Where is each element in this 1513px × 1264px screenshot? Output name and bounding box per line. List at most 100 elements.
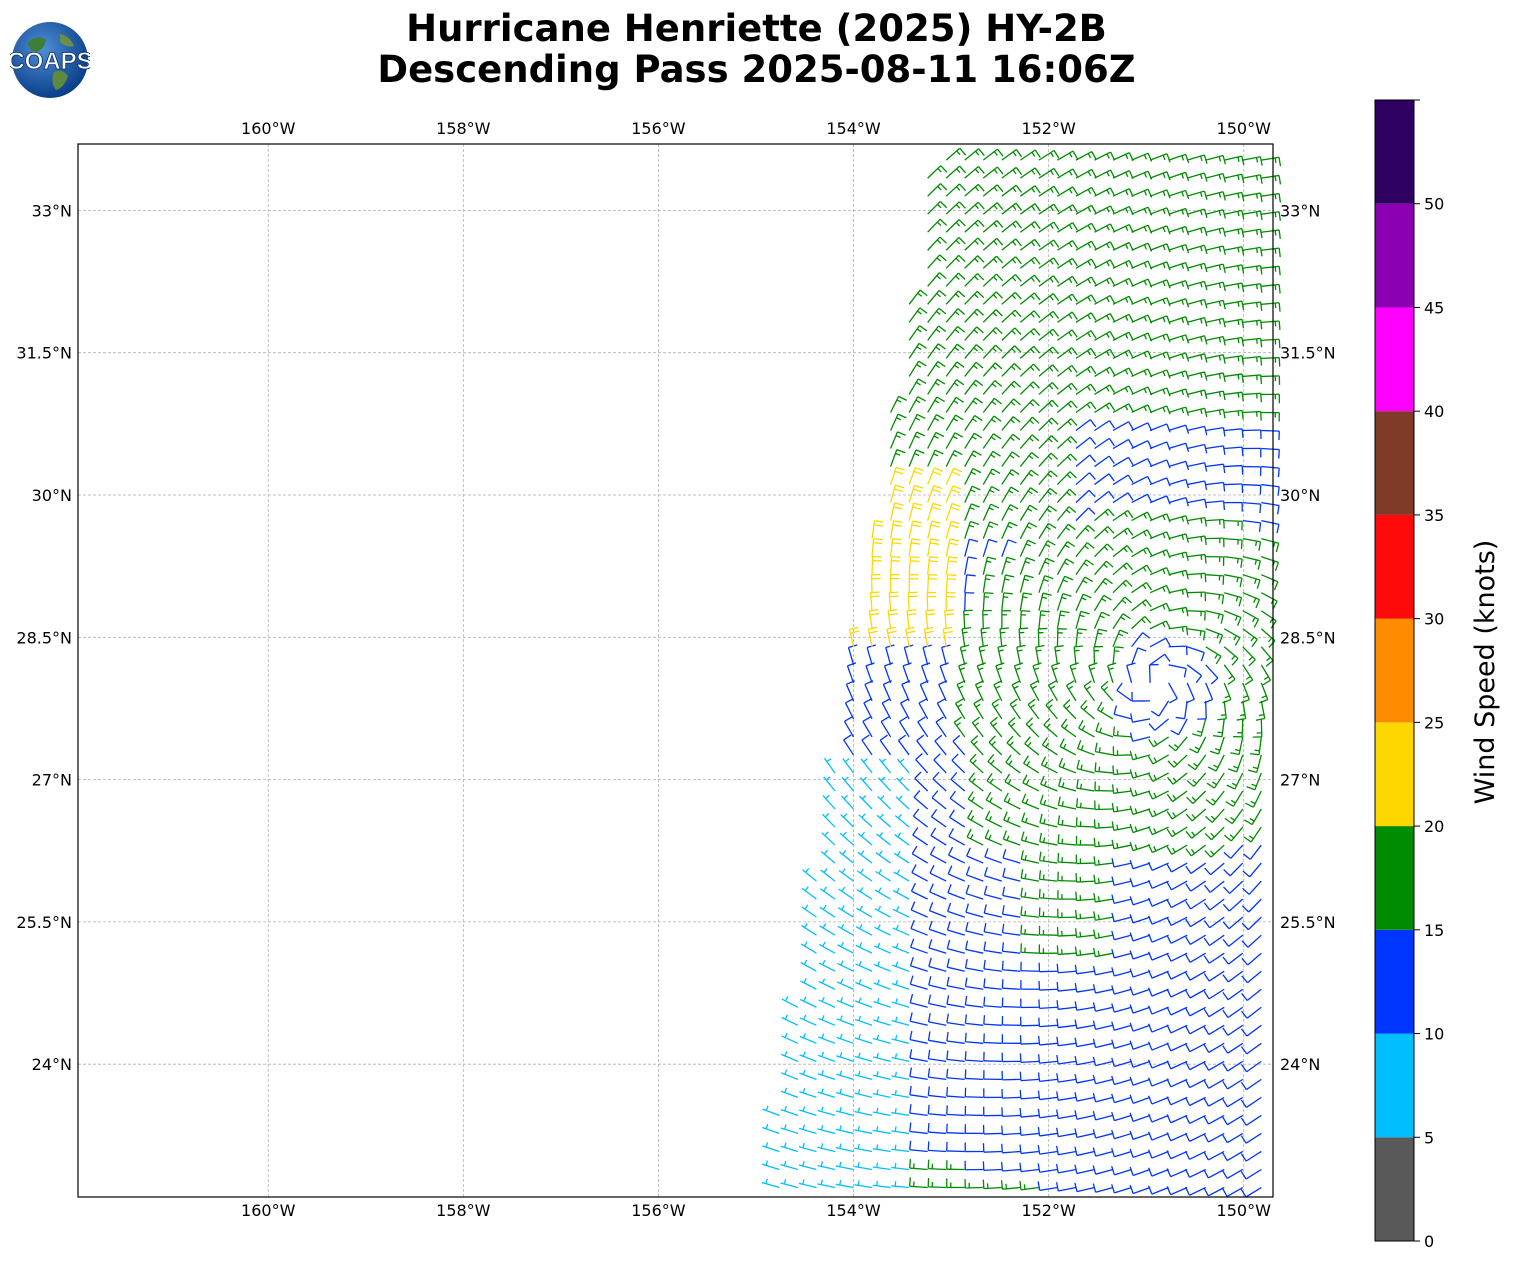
wind-barb	[982, 148, 1004, 161]
wind-barb	[1203, 1078, 1225, 1089]
wind-barb	[1075, 593, 1092, 611]
wind-barb	[881, 698, 892, 720]
wind-barb	[1020, 961, 1039, 972]
wind-barb	[1038, 1035, 1058, 1046]
wind-barb	[1019, 574, 1034, 593]
wind-barb	[837, 905, 854, 918]
wind-barb	[964, 432, 983, 449]
wind-barb	[1205, 518, 1225, 529]
wind-barb	[1001, 504, 1019, 521]
wind-barb	[1205, 808, 1225, 823]
wind-barb	[1205, 537, 1225, 548]
wind-barb	[927, 378, 946, 395]
wind-barb	[817, 1088, 836, 1099]
wind-barb	[1184, 1078, 1206, 1089]
wind-barb	[1057, 890, 1076, 900]
wind-barb	[1131, 386, 1153, 396]
wind-barb	[910, 882, 928, 900]
wind-barb	[969, 753, 984, 774]
wind-barb	[1240, 1078, 1262, 1091]
colorbar-segment	[1375, 100, 1414, 204]
wind-barb	[889, 573, 900, 593]
wind-barb	[1056, 418, 1078, 431]
colorbar-tick-label: 15	[1424, 921, 1444, 940]
wind-barb	[1075, 330, 1097, 341]
wind-barb	[1038, 203, 1060, 215]
wind-barb	[1056, 1054, 1077, 1065]
wind-barb	[908, 538, 921, 557]
lon-tick-label-top: 152°W	[1021, 119, 1076, 138]
wind-barb	[1129, 1022, 1151, 1032]
wind-barb	[1056, 927, 1076, 937]
wind-barb	[1242, 646, 1256, 667]
wind-barb	[1149, 653, 1171, 666]
wind-barb	[799, 1087, 817, 1099]
wind-barb	[1203, 934, 1225, 947]
wind-barb	[1261, 411, 1280, 422]
wind-barb	[1261, 265, 1281, 276]
wind-barb	[983, 1051, 1002, 1062]
wind-barb	[818, 941, 836, 954]
wind-barb	[964, 1069, 984, 1081]
wind-barb	[800, 959, 817, 972]
wind-barb	[1242, 592, 1260, 609]
wind-barb	[1147, 1005, 1169, 1015]
wind-barb	[982, 255, 1004, 269]
wind-barb	[1167, 754, 1188, 768]
wind-barb	[945, 520, 960, 539]
wind-barb	[1063, 699, 1077, 720]
wind-barb	[1130, 647, 1147, 666]
colorbar-segment	[1375, 1033, 1414, 1138]
wind-barb	[1131, 296, 1153, 306]
wind-barb	[1126, 662, 1136, 684]
wind-barb	[1242, 228, 1263, 239]
wind-barb	[1149, 387, 1171, 397]
wind-barb	[949, 790, 966, 810]
wind-barb	[982, 380, 1003, 395]
wind-barb	[1129, 968, 1151, 978]
wind-barb	[1168, 645, 1188, 656]
wind-barb	[1149, 207, 1171, 217]
wind-barb	[1168, 478, 1190, 489]
wind-barb	[1129, 805, 1151, 816]
wind-barb	[857, 850, 873, 864]
wind-barb	[877, 795, 892, 810]
wind-barb	[1203, 1096, 1225, 1107]
wind-barb	[872, 1089, 891, 1099]
wind-barb	[1131, 260, 1153, 270]
wind-barb	[908, 307, 928, 323]
wind-barb	[1226, 772, 1244, 790]
wind-barb	[945, 308, 966, 323]
wind-barb	[1147, 1113, 1169, 1123]
wind-barb	[1224, 574, 1243, 588]
wind-barb	[854, 1125, 873, 1135]
wind-barb	[1001, 327, 1022, 341]
wind-barb	[892, 906, 910, 918]
wind-barb	[1038, 257, 1060, 269]
wind-barb	[1075, 817, 1095, 828]
wind-barb	[927, 396, 945, 413]
wind-barb	[874, 924, 891, 936]
wind-barb	[889, 431, 907, 449]
wind-barb	[1166, 1006, 1188, 1016]
wind-barb	[1038, 470, 1058, 485]
wind-barb	[1147, 754, 1169, 765]
wind-barb	[1112, 613, 1131, 630]
lat-tick-label-left: 27°N	[32, 771, 72, 790]
wind-barb	[1092, 965, 1114, 976]
wind-barb	[855, 960, 873, 972]
wind-barb	[965, 921, 984, 936]
wind-barb	[1168, 533, 1189, 543]
wind-barb	[872, 1126, 891, 1135]
wind-barb	[781, 1051, 799, 1062]
wind-barb	[945, 201, 966, 215]
wind-barb	[946, 1178, 965, 1189]
wind-barb	[1001, 1015, 1021, 1026]
wind-barb	[901, 680, 911, 702]
wind-barb	[799, 1124, 817, 1135]
wind-barb	[1187, 535, 1207, 546]
wind-barb	[1001, 923, 1021, 936]
wind-barb	[780, 1105, 799, 1117]
wind-barb	[1075, 276, 1097, 287]
